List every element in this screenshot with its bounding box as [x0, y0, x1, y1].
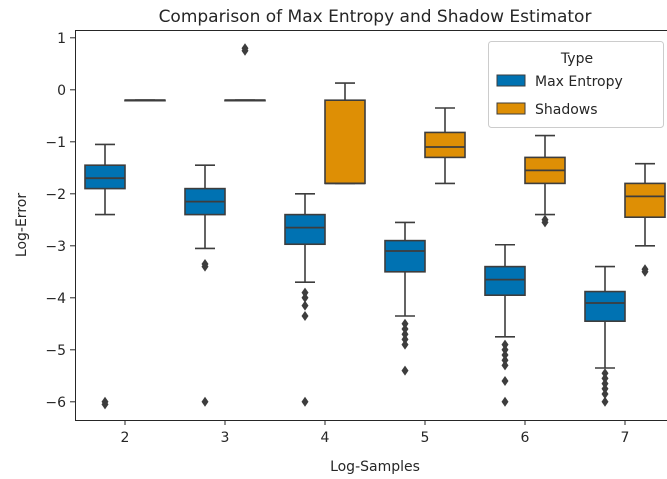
x-tick-label: 7 [621, 430, 630, 446]
box-body [584, 290, 626, 322]
outlier-point [201, 261, 209, 272]
outlier-point [501, 344, 509, 355]
outlier-point [301, 396, 309, 407]
x-tick-label: 2 [121, 430, 130, 446]
legend-label-shadows: Shadows [535, 102, 598, 118]
plot-marks [84, 43, 666, 410]
outlier-point [501, 350, 509, 360]
box-body [284, 213, 326, 246]
legend-label-max-entropy: Max Entropy [535, 74, 623, 90]
outlier-point [241, 45, 249, 56]
x-axis-label: Log-Samples [330, 459, 420, 475]
y-axis-label: Log-Error [14, 193, 30, 257]
box-body [624, 182, 666, 218]
outlier-point [501, 339, 509, 350]
box-max-entropy-7 [584, 265, 626, 407]
x-axis: 2 3 4 5 6 7 [121, 420, 630, 446]
outlier-point [101, 399, 109, 410]
legend-swatch-max-entropy [496, 74, 526, 87]
outlier-point [501, 360, 509, 371]
chart-title: Comparison of Max Entropy and Shadow Est… [159, 7, 592, 27]
outlier-point [401, 339, 409, 350]
y-tick-label: 0 [57, 83, 66, 99]
outlier-point [201, 396, 209, 407]
y-tick-label: −1 [45, 135, 66, 151]
x-tick-label: 6 [521, 430, 530, 446]
box-shadows-3 [224, 43, 266, 102]
y-tick-label: −3 [45, 239, 66, 255]
x-tick-label: 3 [221, 430, 230, 446]
outlier-point [501, 355, 509, 366]
legend-swatch-shadows [496, 102, 526, 115]
outlier-point [601, 378, 609, 389]
outlier-point [401, 324, 409, 334]
plot-frame [75, 30, 667, 421]
outlier-point [401, 318, 409, 329]
legend-frame [488, 41, 664, 128]
box-body [424, 131, 466, 159]
box-max-entropy-6 [484, 243, 526, 407]
legend: Type Max Entropy Shadows [488, 41, 664, 128]
box-body [484, 265, 526, 297]
y-tick-label: −6 [45, 395, 66, 411]
outlier-point [401, 329, 409, 340]
box-shadows-5 [424, 107, 466, 185]
y-tick-label: −4 [45, 291, 66, 307]
box-shadows-7 [624, 162, 666, 277]
y-tick-label: 1 [57, 31, 66, 47]
outlier-point [401, 365, 409, 376]
outlier-point [501, 396, 509, 407]
box-shadows-2 [124, 99, 166, 102]
box-max-entropy-4 [284, 193, 326, 407]
outlier-point [301, 300, 309, 311]
box-max-entropy-5 [384, 221, 426, 376]
box-body [384, 239, 426, 273]
y-axis: 1 0 −1 −2 −3 −4 −5 −6 [45, 31, 75, 411]
outlier-point [601, 383, 609, 394]
box-shadows-4 [324, 82, 366, 185]
x-tick-label: 4 [321, 430, 330, 446]
box-body [84, 164, 126, 190]
y-tick-label: −5 [45, 343, 66, 359]
y-tick-label: −2 [45, 187, 66, 203]
outlier-point [541, 217, 549, 228]
outlier-point [641, 266, 649, 277]
legend-title: Type [560, 51, 593, 67]
outlier-point [601, 368, 609, 379]
outlier-point [301, 292, 309, 303]
outlier-point [601, 396, 609, 407]
box-max-entropy-2 [84, 143, 126, 410]
x-tick-label: 5 [421, 430, 430, 446]
box-shadows-6 [524, 134, 566, 228]
outlier-point [401, 334, 409, 345]
outlier-point [301, 311, 309, 321]
outlier-point [301, 287, 309, 298]
outlier-point [501, 376, 509, 386]
box-body [324, 99, 366, 185]
outlier-point [601, 373, 609, 384]
outlier-point [601, 389, 609, 399]
box-max-entropy-3 [184, 164, 226, 407]
